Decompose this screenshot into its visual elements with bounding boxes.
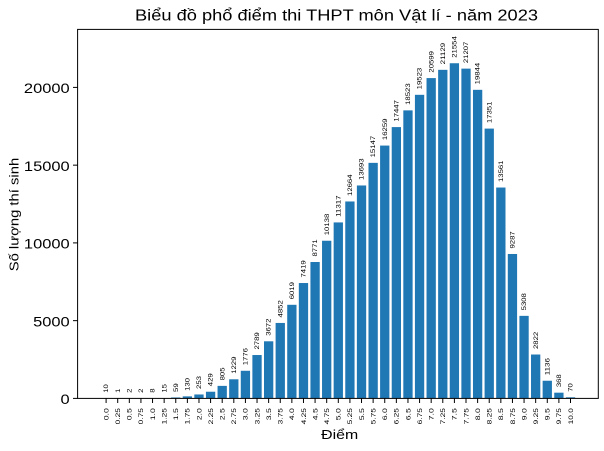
svg-text:3.0: 3.0 [243,408,250,421]
svg-text:8.0: 8.0 [475,408,482,421]
svg-text:19523: 19523 [417,67,424,89]
svg-text:8.25: 8.25 [487,408,494,425]
svg-text:1.0: 1.0 [150,408,157,421]
svg-text:9287: 9287 [510,231,517,249]
svg-text:3.75: 3.75 [278,408,285,425]
svg-text:9.0: 9.0 [521,408,528,421]
svg-text:0.5: 0.5 [127,408,134,421]
svg-text:5.5: 5.5 [359,408,366,421]
svg-text:10.0: 10.0 [568,408,575,425]
svg-text:10138: 10138 [324,213,331,235]
svg-text:2: 2 [126,388,133,393]
svg-text:253: 253 [196,376,203,389]
svg-text:6.5: 6.5 [405,408,412,421]
svg-text:5.25: 5.25 [347,408,354,425]
svg-text:21207: 21207 [463,41,470,63]
svg-text:6.75: 6.75 [417,408,424,425]
svg-text:4.25: 4.25 [301,408,308,425]
svg-text:15147: 15147 [370,135,377,157]
svg-text:805: 805 [219,367,226,380]
svg-text:7419: 7419 [301,260,308,278]
svg-text:9.5: 9.5 [545,408,552,421]
svg-text:1: 1 [115,388,122,393]
svg-text:21129: 21129 [440,42,447,64]
svg-text:0.25: 0.25 [115,408,122,425]
svg-text:20599: 20599 [428,51,435,73]
svg-text:4.0: 4.0 [289,408,296,421]
svg-text:429: 429 [208,373,215,386]
svg-text:59: 59 [173,383,180,392]
svg-text:10000: 10000 [24,236,70,252]
svg-text:2.25: 2.25 [208,408,215,425]
svg-text:13561: 13561 [498,160,505,182]
svg-text:7.75: 7.75 [463,408,470,425]
svg-text:9.25: 9.25 [533,408,540,425]
svg-text:5.0: 5.0 [336,408,343,421]
svg-text:2.0: 2.0 [196,408,203,421]
svg-text:17447: 17447 [393,100,400,122]
svg-text:0.0: 0.0 [103,408,110,421]
svg-text:6.25: 6.25 [394,408,401,425]
svg-text:70: 70 [568,383,575,392]
svg-text:4.75: 4.75 [324,408,331,425]
svg-text:8.75: 8.75 [510,408,517,425]
svg-text:Điểm: Điểm [321,427,358,442]
svg-text:7.5: 7.5 [452,408,459,421]
svg-text:368: 368 [556,374,563,387]
svg-text:7.25: 7.25 [440,408,447,425]
svg-text:9.75: 9.75 [556,408,563,425]
svg-text:1.25: 1.25 [161,408,168,425]
svg-text:17351: 17351 [486,101,493,123]
svg-text:4852: 4852 [277,300,284,318]
svg-text:18523: 18523 [405,83,412,105]
svg-text:3.25: 3.25 [254,408,261,425]
svg-text:3.5: 3.5 [266,408,273,421]
svg-text:21554: 21554 [452,36,459,58]
svg-text:2.5: 2.5 [220,408,227,421]
svg-text:1.5: 1.5 [173,408,180,421]
svg-text:0: 0 [61,391,70,407]
svg-text:8: 8 [150,388,157,393]
svg-text:8.5: 8.5 [498,408,505,421]
svg-text:15000: 15000 [24,158,70,174]
svg-text:15: 15 [161,384,168,393]
svg-text:16259: 16259 [382,118,389,140]
svg-text:10: 10 [103,384,110,393]
svg-text:4.5: 4.5 [312,408,319,421]
svg-text:0.75: 0.75 [138,408,145,425]
svg-text:6.0: 6.0 [382,408,389,421]
svg-text:5.75: 5.75 [370,408,377,425]
svg-text:Biểu đồ phổ điểm thi THPT môn: Biểu đồ phổ điểm thi THPT môn Vật lí - n… [135,8,538,25]
svg-text:20000: 20000 [24,80,70,96]
svg-text:8771: 8771 [312,239,319,257]
svg-text:Số lượng thí sinh: Số lượng thí sinh [7,158,22,272]
svg-text:12664: 12664 [347,174,354,196]
svg-text:2: 2 [138,388,145,393]
svg-text:13693: 13693 [359,158,366,180]
svg-text:5308: 5308 [521,293,528,311]
svg-text:1.75: 1.75 [185,408,192,425]
svg-text:11317: 11317 [335,195,342,217]
svg-text:1229: 1229 [231,356,238,374]
svg-text:2.75: 2.75 [231,408,238,425]
svg-text:130: 130 [184,377,191,390]
svg-text:7.0: 7.0 [428,408,435,421]
svg-text:2789: 2789 [254,332,261,350]
svg-text:3672: 3672 [266,318,273,336]
svg-text:1136: 1136 [544,357,551,375]
svg-text:6019: 6019 [289,282,296,300]
svg-text:1776: 1776 [243,348,250,366]
svg-text:5000: 5000 [33,313,70,329]
svg-text:19844: 19844 [475,62,482,84]
svg-text:2822: 2822 [533,331,540,349]
